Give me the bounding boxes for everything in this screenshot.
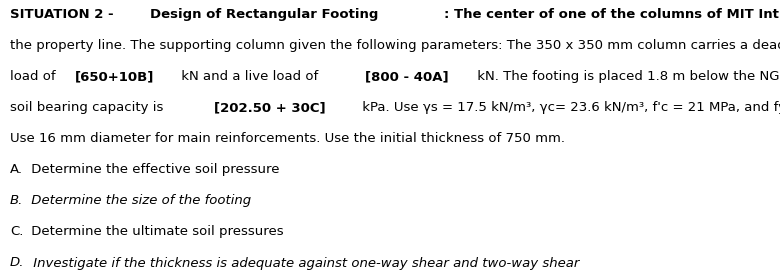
Text: Determine the ultimate soil pressures: Determine the ultimate soil pressures [27,225,284,238]
Text: the property line. The supporting column given the following parameters: The 350: the property line. The supporting column… [10,39,780,52]
Text: Determine the size of the footing: Determine the size of the footing [27,194,251,207]
Text: D.: D. [10,256,25,269]
Text: SITUATION 2 -: SITUATION 2 - [10,8,119,21]
Text: kN and a live load of: kN and a live load of [177,70,322,83]
Text: soil bearing capacity is: soil bearing capacity is [10,101,168,114]
Text: A.: A. [10,163,23,176]
Text: B.: B. [10,194,23,207]
Text: Investigate if the thickness is adequate against one-way shear and two-way shear: Investigate if the thickness is adequate… [29,256,580,269]
Text: [202.50 + 30C]: [202.50 + 30C] [214,101,325,114]
Text: load of: load of [10,70,60,83]
Text: [800 - 40A]: [800 - 40A] [365,70,448,83]
Text: : The center of one of the columns of MIT Intramuros is 1.5 m from: : The center of one of the columns of MI… [445,8,780,21]
Text: C.: C. [10,225,23,238]
Text: [650+10B]: [650+10B] [75,70,154,83]
Text: kN. The footing is placed 1.8 m below the NGL. The allowable: kN. The footing is placed 1.8 m below th… [473,70,780,83]
Text: kPa. Use γs = 17.5 kN/m³, γc= 23.6 kN/m³, f'c = 21 MPa, and fy = 280 MPa.: kPa. Use γs = 17.5 kN/m³, γc= 23.6 kN/m³… [357,101,780,114]
Text: Use 16 mm diameter for main reinforcements. Use the initial thickness of 750 mm.: Use 16 mm diameter for main reinforcemen… [10,132,566,145]
Text: Determine the effective soil pressure: Determine the effective soil pressure [27,163,279,176]
Text: Design of Rectangular Footing: Design of Rectangular Footing [150,8,378,21]
